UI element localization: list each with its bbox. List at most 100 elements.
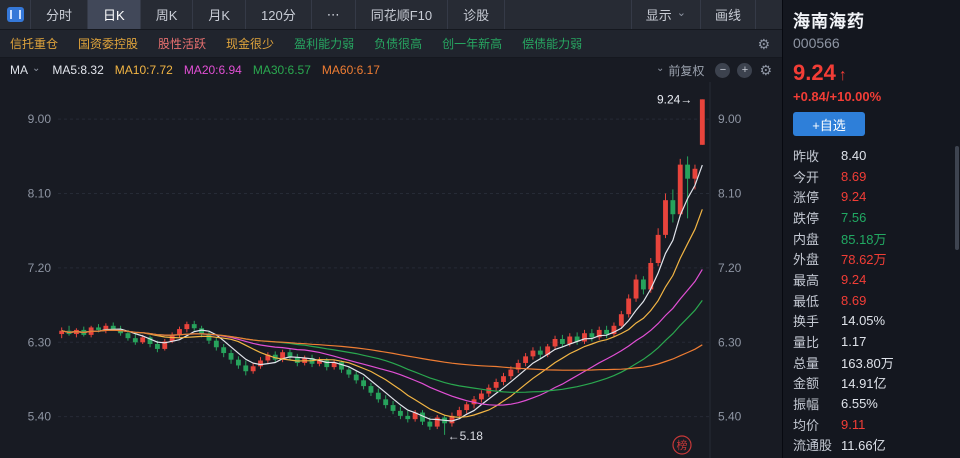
ma10-value: MA10:7.72 bbox=[114, 63, 173, 77]
tag-weak-profit[interactable]: 盈利能力弱 bbox=[294, 37, 355, 51]
stat-label: 均价 bbox=[793, 417, 820, 433]
stat-label: 金额 bbox=[793, 376, 820, 392]
quote-stats: 昨收 8.40 今开 8.69 涨停 9.24 跌停 7.56 内盘 85.18万 外盘 78.62万… bbox=[793, 145, 960, 455]
stat-label: 昨收 bbox=[793, 148, 820, 164]
tab-ths-f10[interactable]: 同花顺F10 bbox=[356, 0, 449, 29]
toolbar-right-actions: 显示画线 bbox=[630, 0, 756, 29]
stat-value: 14.91亿 bbox=[841, 376, 887, 392]
ma-values: MA5:8.32 MA10:7.72 MA20:6.94 MA30:6.57 MA60:… bbox=[52, 63, 391, 77]
tag-soe-holding[interactable]: 国资委控股 bbox=[78, 37, 139, 51]
candlestick-chart[interactable]: 9.00 9.00 8.10 8.10 7.20 7.20 6.30 6.30 5.40 5.40… bbox=[0, 82, 782, 458]
stat-label: 总量 bbox=[793, 355, 820, 371]
tags-settings-gear-icon[interactable] bbox=[757, 37, 770, 51]
stock-tags: 信托重仓 国资委控股 股性活跃 现金很少 盈利能力弱 负债很高 创一年新高 偿债能力弱 bbox=[10, 35, 582, 52]
stat-row-outer-vol: 外盘 78.62万 bbox=[793, 248, 960, 269]
current-price-line: 9.24 ↑ bbox=[793, 60, 960, 86]
app-logo-icon[interactable] bbox=[0, 0, 30, 29]
tag-high-debt[interactable]: 负债很高 bbox=[374, 37, 423, 51]
stat-value: 85.18万 bbox=[841, 231, 887, 247]
ma-dropdown-label: MA bbox=[10, 63, 28, 77]
svg-text:8.10: 8.10 bbox=[718, 187, 742, 201]
sidebar-scrollbar[interactable] bbox=[955, 146, 959, 250]
add-watchlist-button[interactable]: +自选 bbox=[793, 112, 865, 136]
stat-row-amount: 金额 14.91亿 bbox=[793, 373, 960, 394]
stock-name: 海南海药 bbox=[793, 12, 865, 31]
stat-label: 外盘 bbox=[793, 252, 820, 268]
chart-settings-gear-icon[interactable] bbox=[759, 63, 772, 77]
stat-label: 今开 bbox=[793, 169, 820, 185]
up-arrow-icon: ↑ bbox=[838, 67, 847, 84]
stat-value: 9.24 bbox=[841, 189, 867, 205]
stat-row-avg-price: 均价 9.11 bbox=[793, 414, 960, 435]
tag-weak-solvency[interactable]: 偿债能力弱 bbox=[522, 37, 583, 51]
stat-label: 跌停 bbox=[793, 210, 820, 226]
draw-line-button[interactable]: 画线 bbox=[699, 0, 756, 29]
svg-text:6.30: 6.30 bbox=[28, 335, 52, 349]
tab-monthly-k[interactable]: 月K bbox=[193, 0, 247, 29]
ma-dropdown[interactable]: MA bbox=[10, 63, 40, 77]
stat-value: 1.17 bbox=[841, 334, 867, 350]
chevron-down-icon bbox=[32, 63, 40, 74]
stat-row-open: 今开 8.69 bbox=[793, 166, 960, 187]
chart-controls: 前复权 − + bbox=[656, 62, 772, 79]
svg-text:7.20: 7.20 bbox=[28, 261, 52, 275]
stock-code: 000566 bbox=[793, 35, 840, 51]
ma20-value: MA20:6.94 bbox=[183, 63, 242, 77]
adjust-mode-dropdown[interactable]: 前复权 bbox=[656, 62, 704, 79]
stat-row-amplitude: 振幅 6.55% bbox=[793, 393, 960, 414]
tab-diagnose[interactable]: 诊股 bbox=[448, 0, 506, 29]
stat-label: 换手 bbox=[793, 314, 820, 330]
period-tabs: 分时 日K 周K 月K 120分 ⋯ 同花顺F10 诊股 bbox=[30, 0, 506, 29]
svg-text:5.40: 5.40 bbox=[28, 410, 52, 424]
svg-text:8.10: 8.10 bbox=[28, 187, 52, 201]
high-price-annotation: 9.24→ bbox=[657, 92, 692, 106]
zoom-out-button[interactable]: − bbox=[715, 62, 731, 78]
stat-row-high: 最高 9.24 bbox=[793, 269, 960, 290]
svg-text:6.30: 6.30 bbox=[718, 335, 742, 349]
stat-row-prev-close: 昨收 8.40 bbox=[793, 145, 960, 166]
stat-row-low: 最低 8.69 bbox=[793, 290, 960, 311]
current-price: 9.24 bbox=[793, 60, 836, 85]
tab-more[interactable]: ⋯ bbox=[312, 0, 356, 29]
stat-value: 8.69 bbox=[841, 292, 867, 308]
tag-low-cash[interactable]: 现金很少 bbox=[226, 37, 275, 51]
stat-row-total-vol: 总量 163.80万 bbox=[793, 352, 960, 373]
stat-row-turnover: 换手 14.05% bbox=[793, 311, 960, 332]
tag-trust-heavy[interactable]: 信托重仓 bbox=[10, 37, 59, 51]
stat-row-limit-up: 涨停 9.24 bbox=[793, 186, 960, 207]
stat-row-float-shares: 流通股 11.66亿 bbox=[793, 435, 960, 456]
stat-label: 最低 bbox=[793, 293, 820, 309]
stat-label: 流通股 bbox=[793, 438, 833, 454]
stat-value: 7.56 bbox=[841, 209, 867, 225]
ma5-value: MA5:8.32 bbox=[52, 63, 104, 77]
ma30-value: MA30:6.57 bbox=[252, 63, 311, 77]
tab-weekly-k[interactable]: 周K bbox=[141, 0, 194, 29]
stat-value: 9.11 bbox=[841, 416, 866, 432]
stat-row-vol-ratio: 量比 1.17 bbox=[793, 331, 960, 352]
stat-label: 最高 bbox=[793, 272, 820, 288]
watermark-badge: 榜 bbox=[677, 438, 688, 452]
svg-text:9.00: 9.00 bbox=[718, 112, 742, 126]
stat-value: 14.05% bbox=[841, 313, 886, 329]
tab-min-120[interactable]: 120分 bbox=[246, 0, 312, 29]
display-menu-button[interactable]: 显示 bbox=[630, 0, 700, 29]
chart-svg: 9.00 9.00 8.10 8.10 7.20 7.20 6.30 6.30 5.40 5.40… bbox=[28, 82, 742, 458]
stat-row-limit-down: 跌停 7.56 bbox=[793, 207, 960, 228]
tag-active-stock[interactable]: 股性活跃 bbox=[158, 37, 207, 51]
kline-logo-icon bbox=[6, 7, 24, 22]
zoom-in-button[interactable]: + bbox=[737, 62, 753, 78]
stat-value: 11.66亿 bbox=[841, 438, 886, 454]
ma60-value: MA60:6.17 bbox=[321, 63, 380, 77]
tab-daily-k[interactable]: 日K bbox=[88, 0, 141, 29]
adjust-mode-label: 前复权 bbox=[668, 63, 705, 78]
low-price-annotation: ←5.18 bbox=[448, 429, 484, 443]
stat-value: 78.62万 bbox=[841, 252, 887, 268]
tag-one-year-high[interactable]: 创一年新高 bbox=[442, 37, 503, 51]
stat-value: 8.40 bbox=[841, 147, 867, 163]
ma-indicator-bar: MA MA5:8.32MA10:7.72MA20:6.94MA30:6.57MA… bbox=[0, 58, 782, 82]
stat-label: 涨停 bbox=[793, 190, 820, 206]
svg-text:5.40: 5.40 bbox=[718, 410, 742, 424]
tab-minute[interactable]: 分时 bbox=[30, 0, 89, 29]
